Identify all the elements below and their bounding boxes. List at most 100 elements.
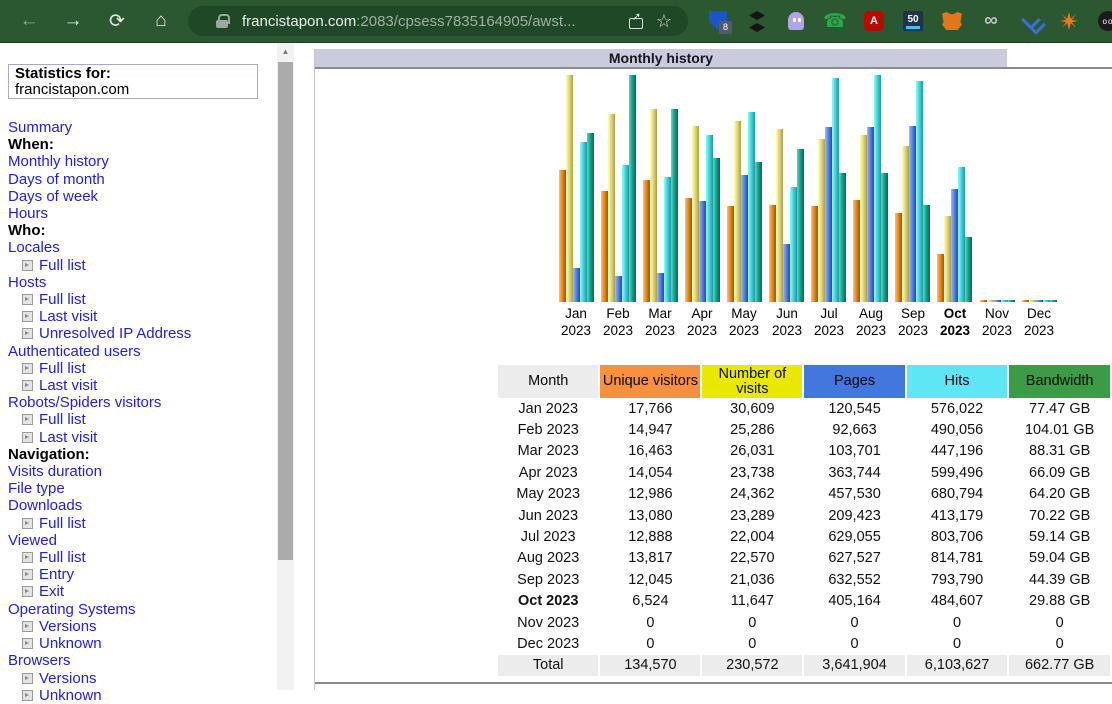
sidebar-item-full-list[interactable]: Full list — [0, 291, 277, 308]
bar-hits-jan-2023 — [580, 142, 587, 302]
sidebar-item-visits-duration[interactable]: Visits duration — [8, 463, 102, 481]
bar-unique-visitors-sep-2023 — [895, 213, 902, 302]
fifty-badge-icon[interactable]: 50 — [903, 11, 923, 31]
month-cell: Mar 2023 — [517, 443, 579, 460]
bar-number-of-visits-dec-2023 — [1029, 300, 1036, 302]
extension-icons: 8 ☎ A 50 ∞ oo — [708, 10, 1112, 34]
bar-hits-feb-2023 — [622, 165, 629, 302]
sidebar-item-days-of-month[interactable]: Days of month — [8, 170, 105, 188]
sidebar-item-summary[interactable]: Summary — [8, 119, 73, 136]
address-bar[interactable]: francistapon.com :2083/cpsess7835164905/… — [188, 6, 688, 36]
sidebar-item-locales[interactable]: Locales — [8, 239, 60, 257]
sidebar-item-entry[interactable]: Entry — [0, 566, 277, 583]
bar-bandwidth-gb-feb-2023 — [629, 75, 636, 302]
month-cell: Dec 2023 — [517, 635, 580, 652]
bookmark-star-icon[interactable]: ☆ — [655, 10, 672, 31]
buffer-stack-icon[interactable] — [747, 11, 767, 31]
total-cell: Total — [498, 654, 599, 677]
sidebar-item-unknown[interactable]: Unknown — [0, 687, 277, 704]
metamask-fox-icon[interactable] — [942, 11, 962, 31]
value-cell: 0 — [748, 614, 757, 631]
sidebar-item-full-list[interactable]: Full list — [0, 360, 277, 377]
scrollbar-thumb[interactable] — [278, 62, 293, 560]
sidebar-item-versions[interactable]: Versions — [0, 670, 277, 687]
ghostery-ghost-icon[interactable] — [786, 11, 806, 31]
sidebar-item-downloads[interactable]: Downloads — [8, 497, 83, 515]
value-cell: 44.39 GB — [1029, 571, 1091, 588]
acrobat-icon[interactable]: A — [864, 11, 884, 31]
value-cell: 24,362 — [730, 486, 775, 503]
sidebar-item-navigation: Navigation: — [8, 445, 90, 463]
sidebar-item-monthly-history[interactable]: Monthly history — [8, 153, 109, 171]
sidebar-item-days-of-week[interactable]: Days of week — [8, 187, 99, 205]
lock-icon[interactable] — [216, 14, 230, 28]
reload-icon[interactable]: ⟳ — [109, 10, 125, 32]
sidebar-scrollbar[interactable]: ▲ — [277, 43, 294, 690]
sidebar-item-hosts[interactable]: Hosts — [8, 273, 47, 291]
value-cell: 23,289 — [730, 507, 775, 524]
scrollbar-up-icon[interactable]: ▲ — [281, 47, 290, 56]
value-cell: 0 — [646, 614, 655, 631]
month-cell: Oct 2023 — [517, 593, 579, 610]
sidebar: Statistics for: francistapon.com Summary… — [0, 43, 277, 704]
total-cell: 3,641,904 — [804, 654, 905, 677]
back-icon[interactable]: ← — [19, 10, 39, 31]
sidebar-item-authenticated-users[interactable]: Authenticated users — [8, 342, 141, 360]
bar-number-of-visits-mar-2023 — [650, 109, 657, 302]
sidebar-item-file-type[interactable]: File type — [8, 480, 65, 498]
sidebar-item-when: When: — [8, 136, 54, 154]
starburst-icon[interactable] — [1059, 11, 1079, 31]
infinity-icon[interactable]: ∞ — [984, 10, 998, 31]
bar-bandwidth-gb-oct-2023 — [965, 237, 972, 302]
sidebar-item-unresolved-ip-address[interactable]: Unresolved IP Address — [0, 325, 277, 342]
value-cell: 627,527 — [828, 550, 881, 567]
bar-number-of-visits-nov-2023 — [987, 300, 994, 302]
bar-bandwidth-gb-aug-2023 — [881, 173, 888, 302]
chevrons-icon[interactable] — [1020, 11, 1040, 31]
value-cell: 66.09 GB — [1029, 464, 1091, 481]
sidebar-item-robots-spiders-visitors[interactable]: Robots/Spiders visitors — [8, 394, 162, 412]
x-axis-label-aug-2023: Aug 2023 — [855, 306, 887, 338]
value-cell: 793,790 — [930, 571, 984, 588]
value-cell: 70.22 GB — [1029, 507, 1091, 524]
sidebar-item-hours[interactable]: Hours — [8, 205, 49, 223]
monthly-stats-table: Month Unique visitors Number of visits Page… — [496, 365, 1112, 677]
octo-circle-icon[interactable]: oo — [1098, 11, 1112, 31]
sidebar-item-exit[interactable]: Exit — [0, 583, 277, 600]
x-axis-label-nov-2023: Nov 2023 — [981, 306, 1013, 338]
sidebar-item-full-list[interactable]: Full list — [0, 257, 277, 274]
bar-bandwidth-gb-sep-2023 — [923, 205, 930, 302]
value-cell: 59.14 GB — [1029, 529, 1091, 546]
sidebar-item-viewed[interactable]: Viewed — [8, 531, 57, 549]
bar-unique-visitors-feb-2023 — [601, 191, 608, 302]
month-cell: Jun 2023 — [518, 507, 579, 524]
month-cell: Apr 2023 — [518, 464, 578, 481]
value-cell: 26,031 — [730, 443, 775, 460]
table-row-jan-2023: Jan 2023 17,766 30,609 120,545 576,022 77.47 … — [498, 398, 1110, 419]
sidebar-item-last-visit[interactable]: Last visit — [0, 429, 277, 446]
voice-phone-icon[interactable]: ☎ — [823, 10, 847, 32]
sidebar-item-unknown[interactable]: Unknown — [0, 635, 277, 652]
sidebar-item-full-list[interactable]: Full list — [0, 549, 277, 566]
bullet-icon — [22, 431, 33, 443]
sidebar-item-full-list[interactable]: Full list — [0, 411, 277, 428]
sidebar-item-last-visit[interactable]: Last visit — [0, 377, 277, 394]
value-cell: 14,947 — [628, 422, 673, 439]
forward-icon[interactable]: → — [63, 10, 83, 31]
bitwarden-shield-icon[interactable]: 8 — [708, 11, 732, 34]
bar-hits-aug-2023 — [874, 75, 881, 302]
sidebar-item-last-visit[interactable]: Last visit — [0, 308, 277, 325]
value-cell: 88.31 GB — [1029, 443, 1091, 460]
sidebar-item-full-list[interactable]: Full list — [0, 515, 277, 532]
home-icon[interactable]: ⌂ — [155, 10, 167, 31]
statistics-for-box: Statistics for: francistapon.com — [8, 64, 258, 99]
bar-number-of-visits-jan-2023 — [566, 75, 573, 302]
share-icon[interactable] — [628, 10, 644, 29]
bar-pages-oct-2023 — [951, 189, 958, 302]
sidebar-item-operating-systems[interactable]: Operating Systems — [8, 600, 136, 618]
sidebar-item-versions[interactable]: Versions — [0, 618, 277, 635]
column-header-hits: Hits — [906, 365, 1008, 398]
sidebar-item-browsers[interactable]: Browsers — [8, 652, 71, 670]
value-cell: 29.88 GB — [1029, 593, 1091, 610]
total-cell: 662.77 GB — [1009, 654, 1110, 677]
